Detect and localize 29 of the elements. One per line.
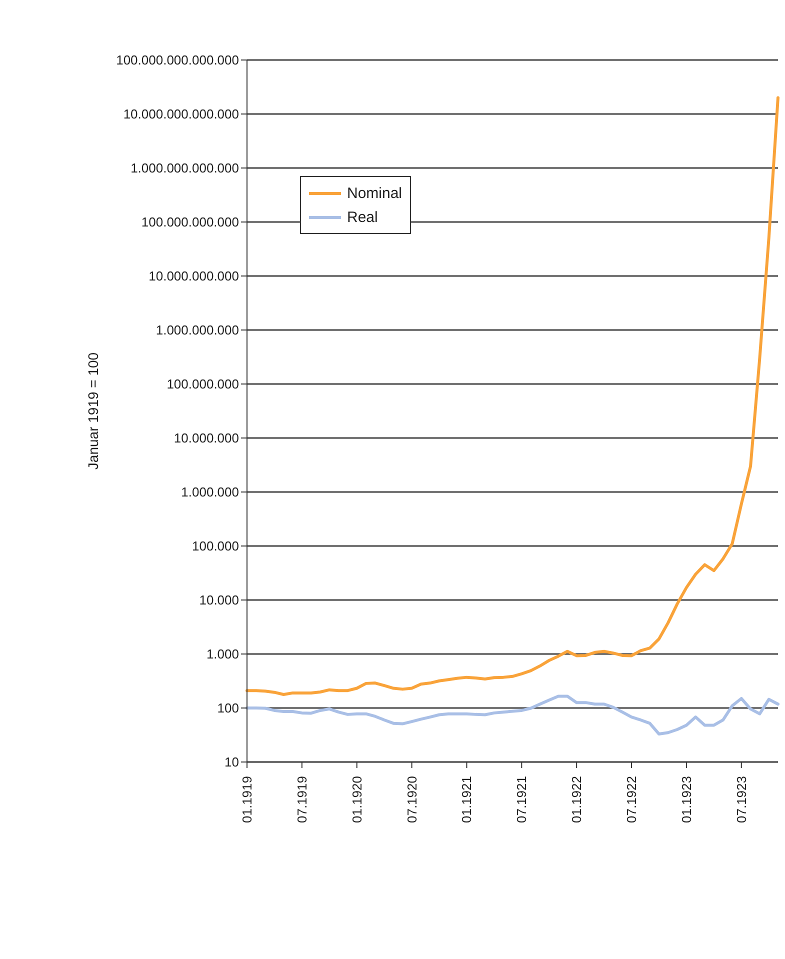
y-tick-label: 1.000.000.000.000 (130, 160, 239, 176)
y-tick-label: 10.000 (199, 592, 239, 608)
y-tick-label: 100.000.000 (166, 376, 239, 392)
y-tick-label: 100.000 (192, 538, 239, 554)
y-tick-label: 1.000.000 (181, 484, 239, 500)
x-tick-label: 01.1921 (459, 776, 474, 823)
x-tick-label: 07.1922 (624, 776, 640, 823)
y-tick-label: 10.000.000.000.000 (123, 106, 239, 122)
x-tick-label: 07.1919 (294, 776, 310, 823)
x-tick-label: 01.1919 (240, 776, 254, 823)
x-tick-label: 01.1922 (569, 776, 584, 823)
x-tick-label: 07.1923 (734, 776, 749, 823)
y-axis-title: Januar 1919 = 100 (84, 352, 101, 470)
y-tick-label: 10.000.000.000 (148, 268, 239, 284)
line-series (246, 96, 780, 696)
x-tick-label: 01.1923 (678, 776, 694, 823)
y-tick-label: 10.000.000 (174, 430, 239, 446)
line-series (246, 694, 780, 736)
x-tick-label: 01.1920 (349, 776, 364, 823)
x-tick-label: 07.1921 (514, 776, 530, 823)
y-tick-label: 1.000 (206, 646, 239, 662)
y-tick-label: 100 (217, 700, 239, 716)
y-tick-label: 100.000.000.000.000 (116, 52, 239, 68)
y-tick-label: 100.000.000.000 (141, 214, 239, 230)
x-tick-label: 07.1920 (404, 776, 420, 823)
legend-label: Nominal (347, 184, 402, 202)
y-tick-label: 1.000.000.000 (156, 322, 239, 338)
y-tick-label: 10 (224, 754, 239, 770)
legend-label: Real (347, 208, 378, 226)
